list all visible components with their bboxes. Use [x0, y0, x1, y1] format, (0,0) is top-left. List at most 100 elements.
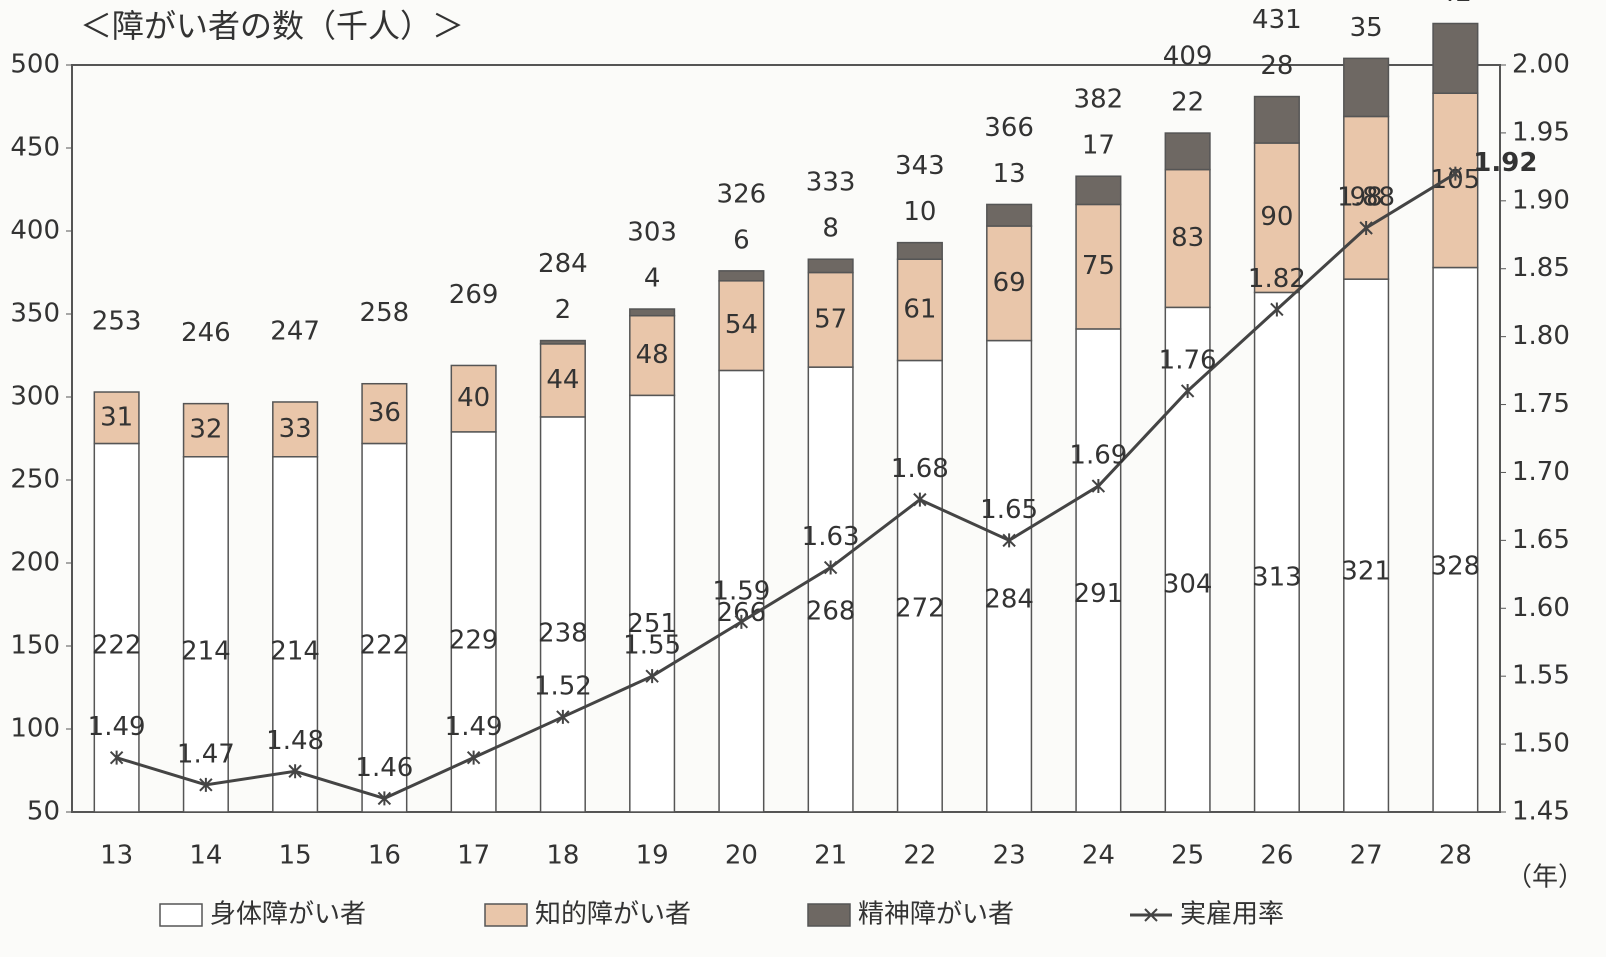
y-tick-label: 350 [10, 299, 60, 329]
data-label: 238 [538, 619, 588, 649]
y-tick-label: 300 [10, 382, 60, 412]
bar-segment [1432, 266, 1479, 813]
bar-segment [718, 369, 765, 813]
bar-segment [1253, 95, 1300, 144]
bar-segment [539, 339, 586, 345]
bar-segment [896, 258, 943, 362]
y-tick-label: 200 [10, 548, 60, 578]
rate-marker [556, 709, 570, 724]
bar-segment [93, 442, 140, 813]
rate-label: 1.88 [1337, 182, 1395, 212]
bar-segment [1164, 306, 1211, 813]
bar-segment [718, 280, 765, 372]
y-tick-label: 100 [10, 714, 60, 744]
bar-segment [272, 456, 319, 813]
bar-segment [629, 394, 676, 813]
data-label: 32 [189, 415, 222, 445]
y-tick-label: 400 [10, 216, 60, 246]
data-label: 57 [814, 304, 847, 334]
bar-segment [629, 308, 676, 317]
rate-label: 1.49 [88, 712, 146, 742]
x-tick-label: 13 [100, 841, 133, 871]
data-label: 268 [806, 596, 856, 626]
y2-tick-label: 1.50 [1512, 729, 1570, 759]
rate-label: 1.46 [355, 753, 413, 783]
total-label: 382 [1074, 85, 1124, 115]
bar-segment [1343, 115, 1390, 280]
y-tick-label: 500 [10, 50, 60, 80]
x-unit: （年） [1506, 863, 1584, 893]
x-tick-label: 19 [636, 841, 669, 871]
rate-marker [466, 750, 481, 765]
rate-marker [1448, 166, 1463, 181]
rate-label: 1.76 [1159, 345, 1217, 375]
data-label: 251 [627, 609, 677, 639]
data-label: 10 [903, 197, 936, 227]
data-label: 2 [555, 295, 572, 325]
bar-segment [1075, 203, 1122, 330]
total-label: 409 [1163, 42, 1213, 72]
data-label: 36 [368, 398, 401, 428]
bar-segment [539, 416, 586, 813]
rate-marker [109, 750, 124, 765]
rate-label: 1.59 [712, 576, 770, 606]
total-label: 431 [1252, 5, 1302, 35]
x-tick-label: 17 [457, 841, 490, 871]
y2-tick-label: 1.45 [1512, 797, 1570, 827]
data-label: 229 [449, 625, 499, 655]
bar-segment [1432, 92, 1479, 269]
data-label: 214 [181, 637, 231, 667]
data-label: 69 [993, 268, 1026, 298]
data-label: 35 [1350, 13, 1383, 43]
chart-title: ＜障がい者の数（千人）＞ [80, 7, 464, 45]
bar-segment [986, 339, 1033, 813]
data-label: 13 [993, 159, 1026, 189]
legend-swatch [159, 903, 203, 927]
y2-tick-label: 2.00 [1512, 50, 1570, 80]
bar-segment [629, 314, 676, 397]
legend-swatch [1144, 908, 1158, 922]
rate-label: 1.48 [266, 726, 324, 756]
total-label: 333 [806, 168, 856, 198]
total-label: 258 [360, 298, 410, 328]
y2-tick-label: 1.65 [1512, 525, 1570, 555]
bar-segment [807, 366, 854, 813]
x-tick-label: 15 [279, 841, 312, 871]
rate-label: 1.69 [1069, 441, 1127, 471]
bar-segment [361, 442, 408, 813]
bar-segment [1253, 142, 1300, 294]
rate-marker [1359, 220, 1373, 235]
data-label: 284 [984, 584, 1034, 614]
x-tick-label: 28 [1439, 841, 1472, 871]
rate-line [116, 172, 1457, 801]
bar-segment [1164, 132, 1211, 171]
y2-tick-label: 1.70 [1512, 457, 1570, 487]
x-tick-label: 25 [1171, 841, 1204, 871]
rate-marker [1270, 302, 1284, 317]
bar-segment [361, 382, 408, 445]
bar-segment [718, 270, 765, 282]
rate-label: 1.63 [802, 522, 860, 552]
total-label: 246 [181, 318, 231, 348]
data-label: 328 [1431, 551, 1481, 581]
y2-tick-label: 1.85 [1512, 253, 1570, 283]
data-label: 83 [1171, 223, 1204, 253]
data-label: 4 [644, 264, 661, 294]
data-label: 22 [1171, 88, 1204, 118]
legend-label: 実雇用率 [1180, 900, 1284, 930]
data-label: 42 [1439, 0, 1472, 8]
data-label: 304 [1163, 569, 1213, 599]
x-tick-label: 18 [546, 841, 579, 871]
total-label: 247 [270, 316, 320, 346]
rate-marker [288, 764, 302, 779]
rate-label: 1.49 [445, 712, 503, 742]
bar-segment [896, 359, 943, 813]
data-label: 90 [1260, 202, 1293, 232]
x-tick-label: 14 [189, 841, 222, 871]
data-label: 313 [1252, 563, 1302, 593]
x-tick-label: 22 [903, 841, 936, 871]
bar-segment [1253, 291, 1300, 813]
bar-segment [1432, 22, 1479, 94]
